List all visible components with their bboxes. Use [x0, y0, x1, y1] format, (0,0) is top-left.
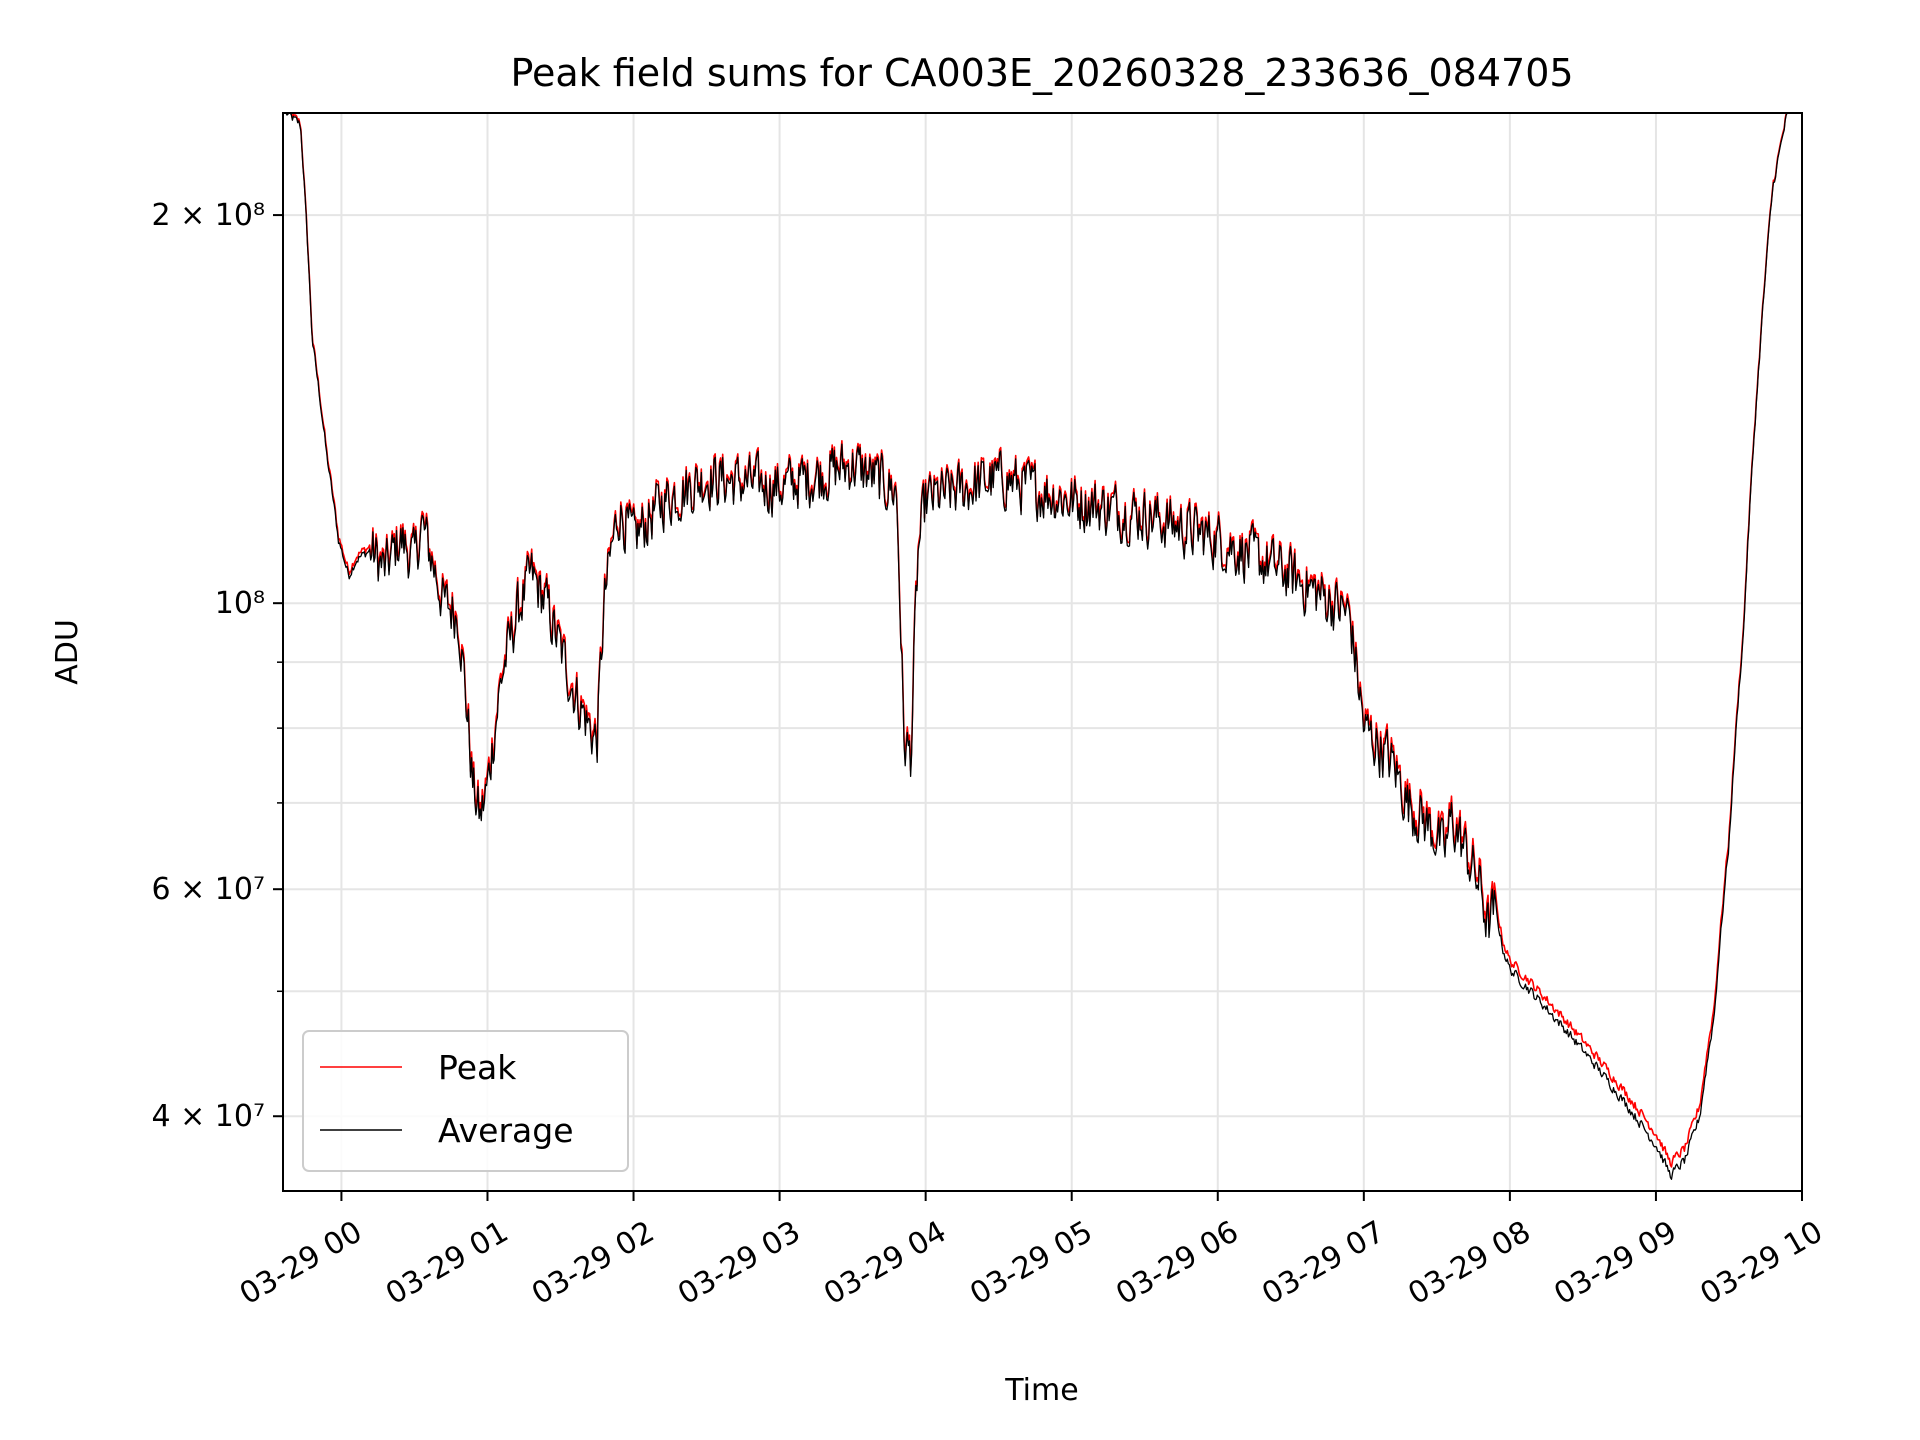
legend-label-peak: Peak	[438, 1048, 517, 1087]
y-tick-label-1: 10⁸	[215, 586, 265, 621]
y-tick-label-0: 2 × 10⁸	[152, 198, 266, 233]
chart-title: Peak field sums for CA003E_20260328_2336…	[510, 51, 1573, 95]
legend-box	[302, 1030, 629, 1172]
series-line-average	[285, 112, 1788, 1180]
y-tick-label-2: 6 × 10⁷	[152, 872, 266, 907]
legend: Peak Average	[302, 1030, 629, 1172]
plot-area-frame	[282, 112, 1803, 1192]
grid-lines	[283, 113, 1802, 1191]
legend-label-average: Average	[438, 1111, 574, 1150]
y-tick-label-3: 4 × 10⁷	[152, 1099, 266, 1134]
x-axis-label: Time	[1004, 1373, 1078, 1408]
y-axis-label: ADU	[50, 619, 85, 685]
plot-series	[285, 112, 1788, 1180]
